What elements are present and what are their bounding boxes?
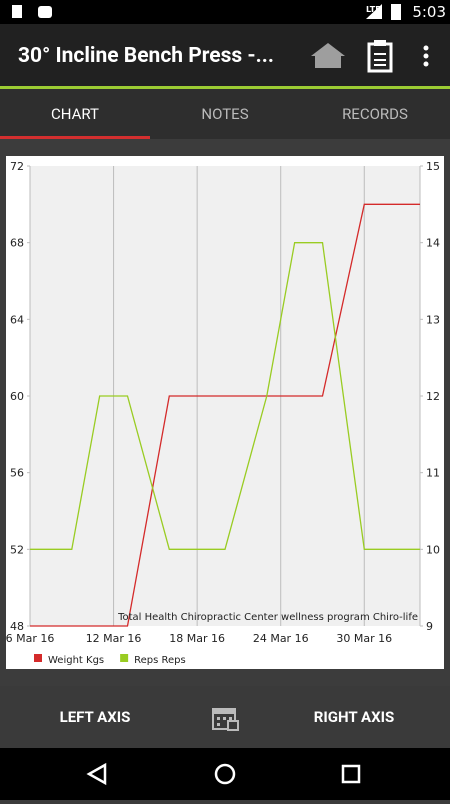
bottom-bar: LEFT AXIS RIGHT AXIS: [0, 686, 450, 748]
app-bar: 30° Incline Bench Press -...: [0, 24, 450, 89]
app-title: 30° Incline Bench Press -...: [18, 44, 274, 68]
y2-tick-label: 13: [426, 313, 440, 326]
notes-button[interactable]: [367, 40, 393, 73]
status-bar: LTE 5:03: [0, 0, 450, 24]
series-line: [30, 203, 420, 627]
network-label: LTE: [366, 5, 381, 14]
chart: 6 Mar 16 12 Mar 16 18 Mar 16 24 Mar 16 30 Ma…: [6, 160, 440, 666]
tab[interactable]: RECORDS: [342, 105, 408, 123]
y-tick-label: 68: [10, 237, 24, 250]
y-tick-label: 52: [10, 543, 24, 556]
chart-panel: 6 Mar 16 12 Mar 16 18 Mar 16 24 Mar 16 30 Ma…: [6, 156, 444, 669]
tab[interactable]: CHART: [51, 105, 99, 123]
right-axis-button[interactable]: RIGHT AXIS: [313, 708, 395, 726]
y-tick-label: 60: [10, 390, 24, 403]
x-tick-label: 12 Mar 16: [86, 632, 142, 645]
menu-button[interactable]: [423, 45, 429, 67]
status-icons: LTE 5:03: [12, 3, 446, 21]
y2-tick-label: 10: [426, 543, 440, 556]
clock: 5:03: [412, 3, 446, 21]
legend-label: Reps Reps: [134, 655, 186, 666]
y-tick-label: 64: [10, 313, 24, 326]
tab[interactable]: NOTES: [201, 105, 249, 123]
y2-tick-label: 15: [426, 160, 440, 173]
home-button[interactable]: [311, 43, 345, 68]
x-tick-label: 18 Mar 16: [169, 632, 225, 645]
x-tick-label: 24 Mar 16: [253, 632, 309, 645]
tab-bar: CHART NOTES RECORDS: [0, 89, 450, 139]
calendar-button[interactable]: [212, 705, 240, 731]
y2-tick-label: 9: [426, 620, 433, 633]
tab-indicator: [0, 136, 150, 139]
y2-tick-label: 14: [426, 237, 440, 250]
y-tick-label: 72: [10, 160, 24, 173]
x-tick-label: 6 Mar 16: [6, 632, 54, 645]
legend-swatch: [120, 654, 129, 662]
y2-tick-label: 11: [426, 467, 440, 480]
legend-label: Weight Kgs: [48, 655, 104, 666]
back-button[interactable]: [86, 762, 107, 786]
legend-swatch: [34, 654, 42, 662]
left-axis-button[interactable]: LEFT AXIS: [59, 708, 131, 726]
nav-buttons: [86, 762, 361, 786]
x-tick-label: 30 Mar 16: [336, 632, 392, 645]
app-actions: [311, 40, 429, 73]
home-nav-button[interactable]: [214, 763, 236, 785]
annotation: Total Health Chiropractic Center wellnes…: [117, 612, 418, 623]
y2-tick-label: 12: [426, 390, 440, 403]
series-line: [30, 242, 420, 550]
y-tick-label: 56: [10, 467, 24, 480]
nav-bar: [0, 748, 450, 800]
y-tick-label: 48: [10, 620, 24, 633]
recents-button[interactable]: [341, 764, 361, 784]
